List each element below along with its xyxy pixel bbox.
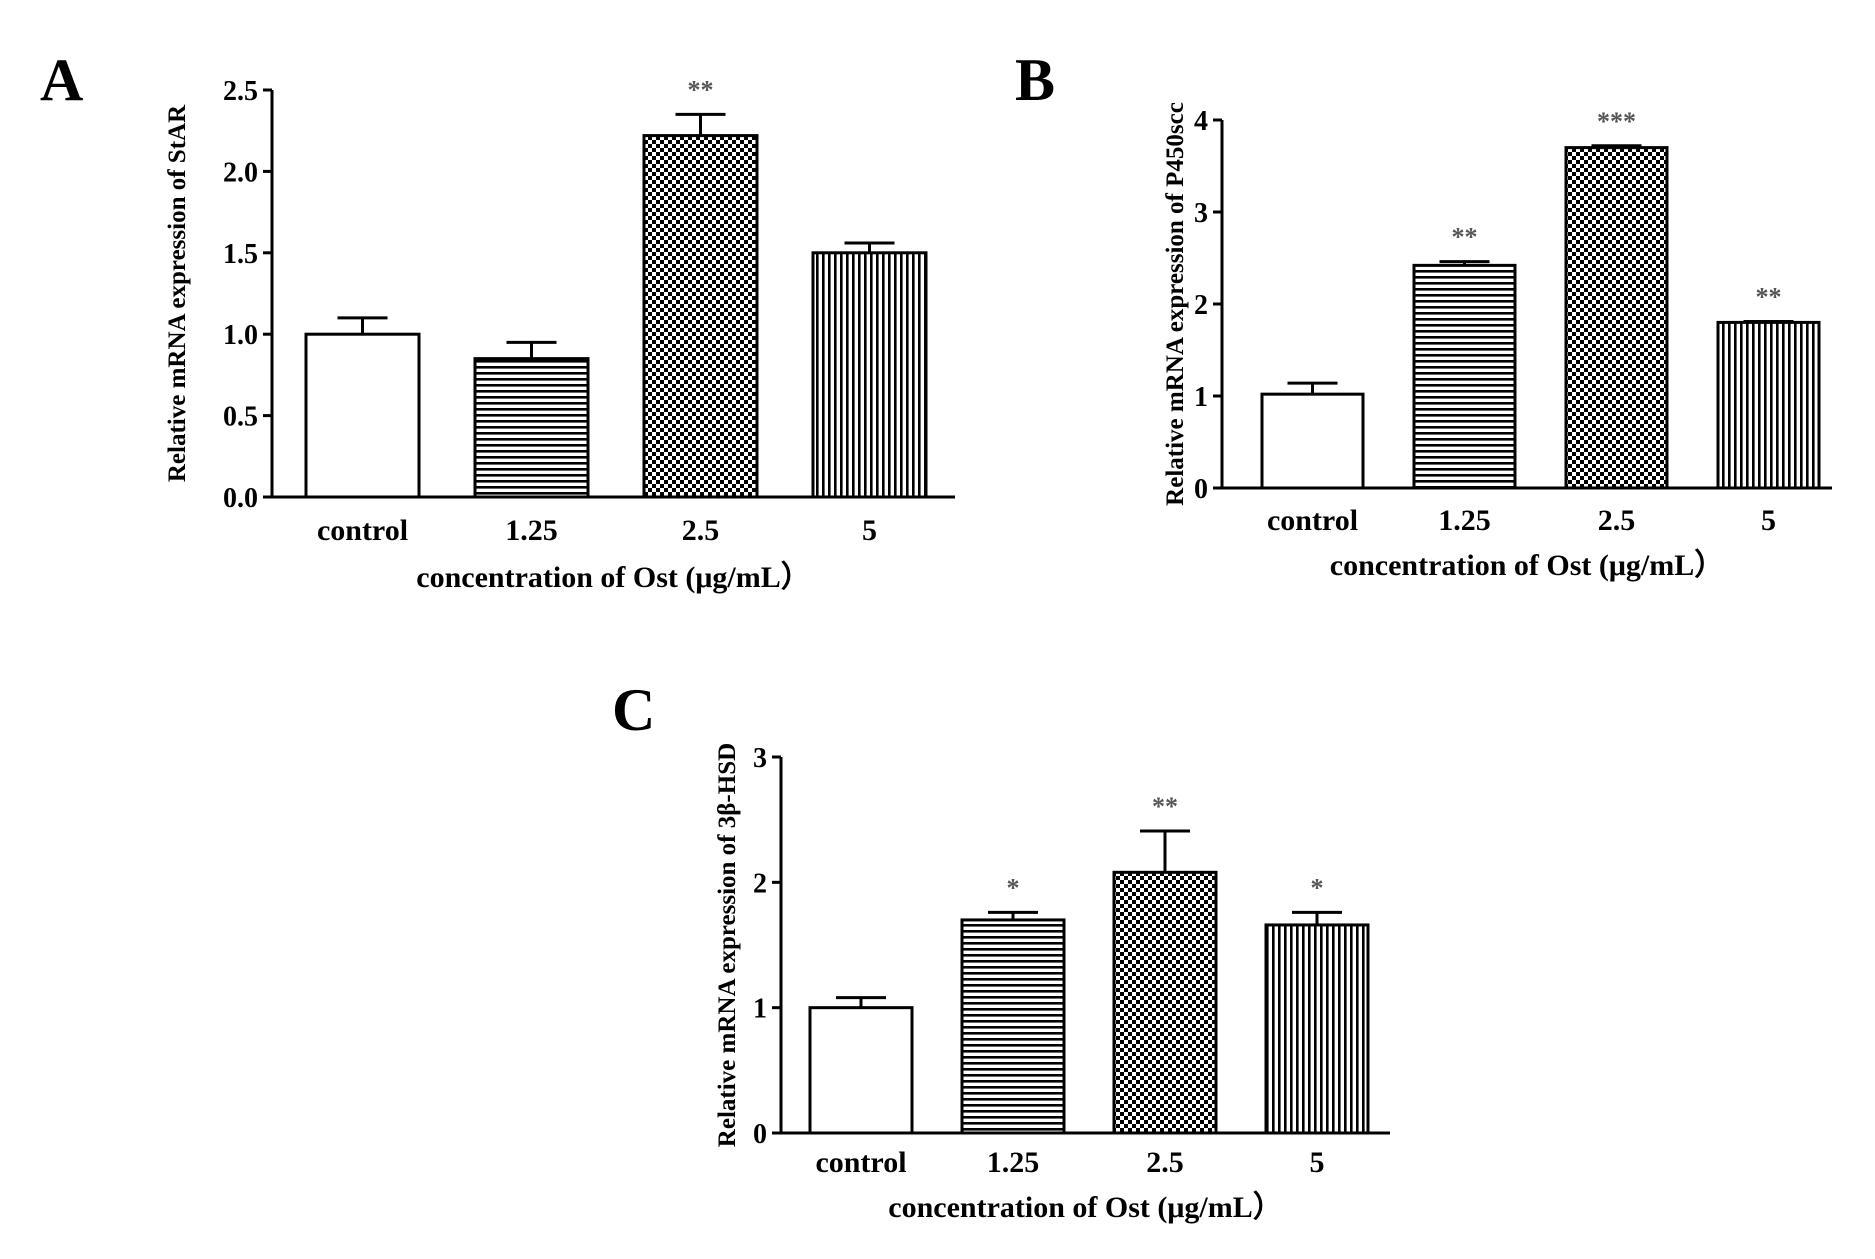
- bar-1.25: [1412, 263, 1517, 490]
- bar-5: [1264, 923, 1370, 1135]
- bar-control: [1260, 392, 1365, 490]
- y-tick-label: 1: [753, 994, 767, 1025]
- y-tick-label: 2: [1194, 290, 1208, 321]
- category-label: 1.25: [505, 514, 558, 547]
- y-axis-title: Relative mRNA expression of 3β-HSD: [714, 743, 741, 1147]
- category-label: control: [1267, 504, 1358, 537]
- bar-2.5: [1112, 870, 1218, 1135]
- bar-5: [1716, 320, 1821, 490]
- y-tick-label: 3: [753, 743, 767, 774]
- category-label: 1.25: [1438, 504, 1491, 537]
- category-label: 2.5: [1598, 504, 1636, 537]
- y-axis-title: Relative mRNA expression of P450scc: [1162, 102, 1189, 506]
- y-tick-label: 0.5: [223, 402, 258, 433]
- panel-label: B: [1015, 47, 1055, 113]
- bar-2.5: [1564, 146, 1669, 490]
- y-tick-label: 1.0: [223, 320, 258, 351]
- significance-label: **: [688, 75, 714, 104]
- panel-label: C: [612, 677, 655, 743]
- category-label: control: [317, 514, 408, 547]
- x-axis-title: concentration of Ost (μg/mL）: [1330, 548, 1724, 582]
- category-label: 5: [862, 514, 877, 547]
- bar-1.25: [473, 357, 590, 499]
- y-tick-label: 0: [1194, 474, 1208, 505]
- significance-label: **: [1452, 223, 1478, 252]
- bar-1.25: [960, 918, 1066, 1135]
- x-axis-title: concentration of Ost (μg/mL）: [416, 560, 810, 594]
- category-label: 5: [1761, 504, 1776, 537]
- bar-5: [811, 251, 928, 499]
- y-tick-label: 2.5: [223, 76, 258, 107]
- significance-label: ***: [1597, 107, 1636, 136]
- bar-control: [808, 1006, 914, 1135]
- y-tick-label: 2: [753, 868, 767, 899]
- y-tick-label: 1: [1194, 382, 1208, 413]
- significance-label: *: [1007, 873, 1020, 902]
- category-label: control: [815, 1146, 906, 1179]
- y-tick-label: 0: [753, 1119, 767, 1150]
- y-axis-title: Relative mRNA expression of StAR: [164, 104, 191, 482]
- significance-label: **: [1756, 282, 1782, 311]
- y-tick-label: 3: [1194, 198, 1208, 229]
- bar-control: [304, 332, 421, 499]
- bar-2.5: [642, 134, 759, 499]
- category-label: 5: [1310, 1146, 1325, 1179]
- significance-label: *: [1311, 873, 1324, 902]
- panel-label: A: [40, 47, 83, 113]
- category-label: 2.5: [682, 514, 720, 547]
- y-tick-label: 2.0: [223, 157, 258, 188]
- significance-label: **: [1152, 792, 1178, 821]
- category-label: 1.25: [987, 1146, 1040, 1179]
- category-label: 2.5: [1146, 1146, 1184, 1179]
- y-tick-label: 1.5: [223, 239, 258, 270]
- x-axis-title: concentration of Ost (μg/mL）: [888, 1190, 1282, 1224]
- y-tick-label: 4: [1194, 106, 1208, 137]
- y-tick-label: 0.0: [223, 483, 258, 514]
